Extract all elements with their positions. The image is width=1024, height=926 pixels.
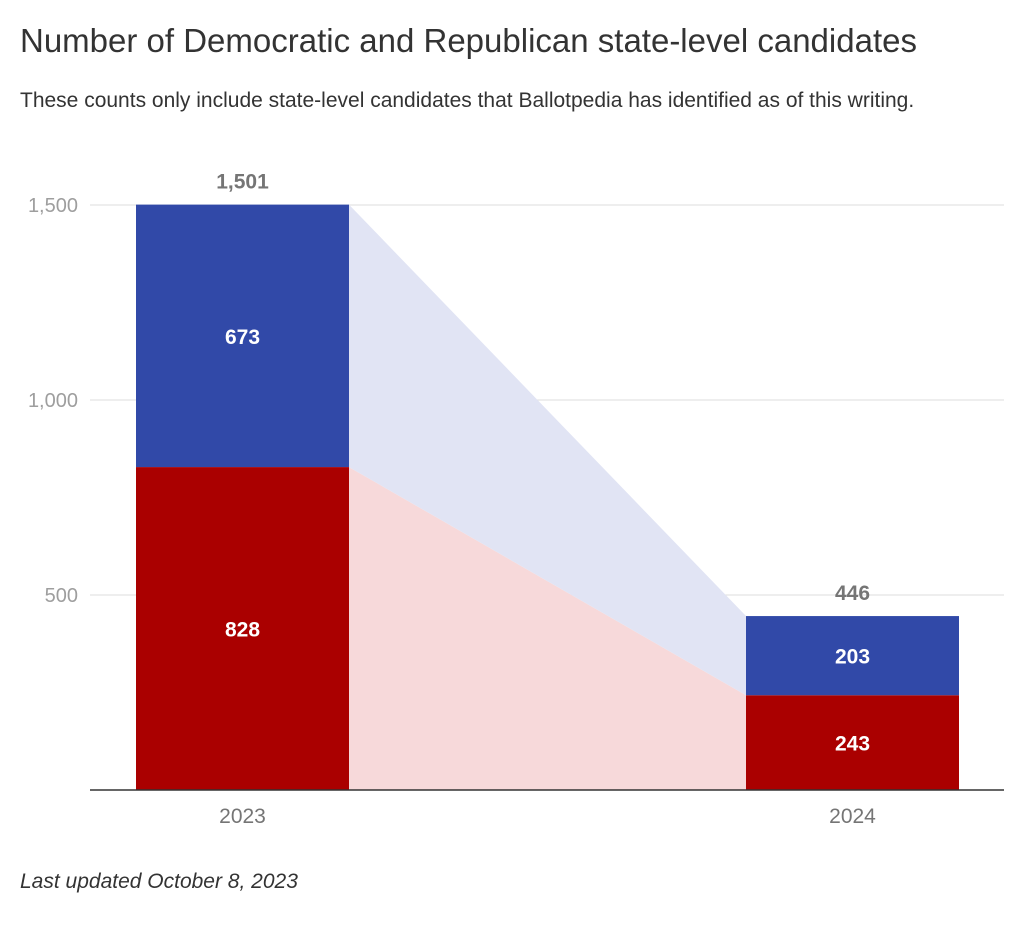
- data-label: 243: [835, 733, 870, 756]
- y-tick-label: 1,500: [28, 195, 78, 217]
- chart-subtitle: These counts only include state-level ca…: [20, 89, 915, 112]
- y-tick-label: 500: [45, 585, 78, 607]
- bar-segment: [746, 616, 959, 696]
- data-label: 828: [225, 619, 260, 642]
- x-tick-label: 2024: [829, 805, 876, 828]
- x-tick-label: 2023: [219, 805, 266, 828]
- data-label: 203: [835, 646, 870, 669]
- connector-band: [349, 204, 746, 696]
- bar-segment: [136, 467, 349, 790]
- last-updated-note: Last updated October 8, 2023: [20, 870, 298, 893]
- bar-segment: [136, 204, 349, 468]
- data-label: 673: [225, 326, 260, 349]
- connector-band: [349, 467, 746, 790]
- bar-segment: [746, 695, 959, 790]
- chart-title: Number of Democratic and Republican stat…: [20, 22, 917, 59]
- total-label: 1,501: [216, 171, 269, 194]
- total-label: 446: [835, 582, 870, 605]
- y-tick-label: 1,000: [28, 390, 78, 412]
